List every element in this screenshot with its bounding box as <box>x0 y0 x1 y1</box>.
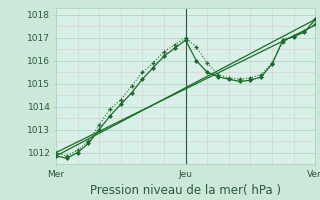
X-axis label: Pression niveau de la mer( hPa ): Pression niveau de la mer( hPa ) <box>90 184 281 197</box>
